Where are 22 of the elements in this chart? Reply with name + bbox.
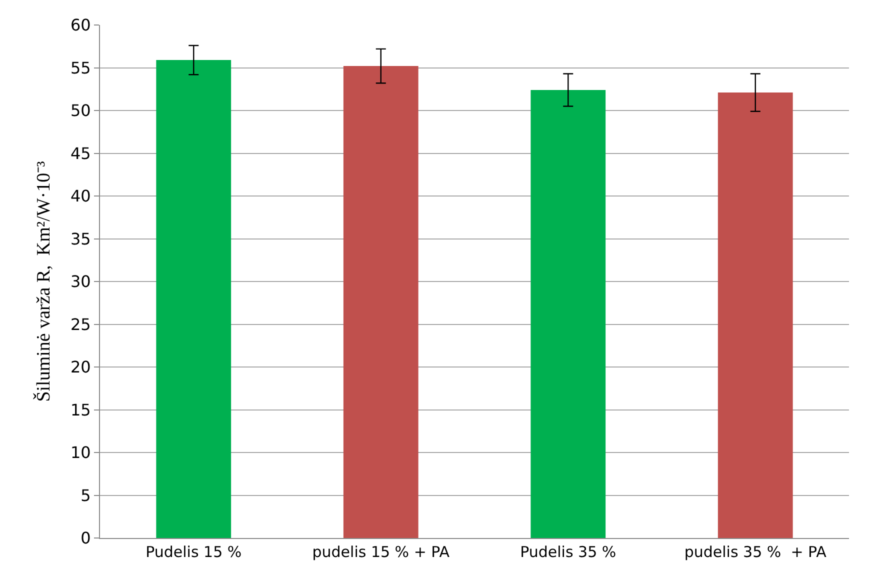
y-tick-label: 35: [70, 229, 91, 248]
bar: [156, 60, 232, 538]
y-tick-label: 5: [80, 486, 91, 505]
x-tick-label: Pudelis 15 %: [146, 543, 242, 561]
y-tick-label: 50: [70, 101, 91, 120]
y-tick-label: 0: [80, 528, 91, 548]
bar: [530, 90, 606, 538]
y-tick-label: 25: [70, 314, 91, 334]
y-tick-label: 20: [70, 358, 91, 377]
x-tick-label: pudelis 15 % + PA: [312, 543, 450, 561]
y-axis-title: Šiluminė varža R, Km²/W·10⁻³: [32, 160, 54, 402]
y-tick-label: 45: [70, 144, 91, 163]
bar: [718, 92, 793, 538]
y-tick-label: 60: [70, 16, 91, 35]
x-tick-label: pudelis 35 % + PA: [684, 543, 828, 561]
y-tick-label: 10: [70, 443, 91, 462]
y-tick-label: 40: [70, 186, 91, 206]
bar: [343, 66, 418, 538]
y-tick-label: 30: [70, 272, 91, 292]
y-tick-label: 15: [70, 400, 91, 420]
x-tick-label: Pudelis 35 %: [520, 543, 616, 561]
y-tick-label: 55: [70, 58, 91, 78]
